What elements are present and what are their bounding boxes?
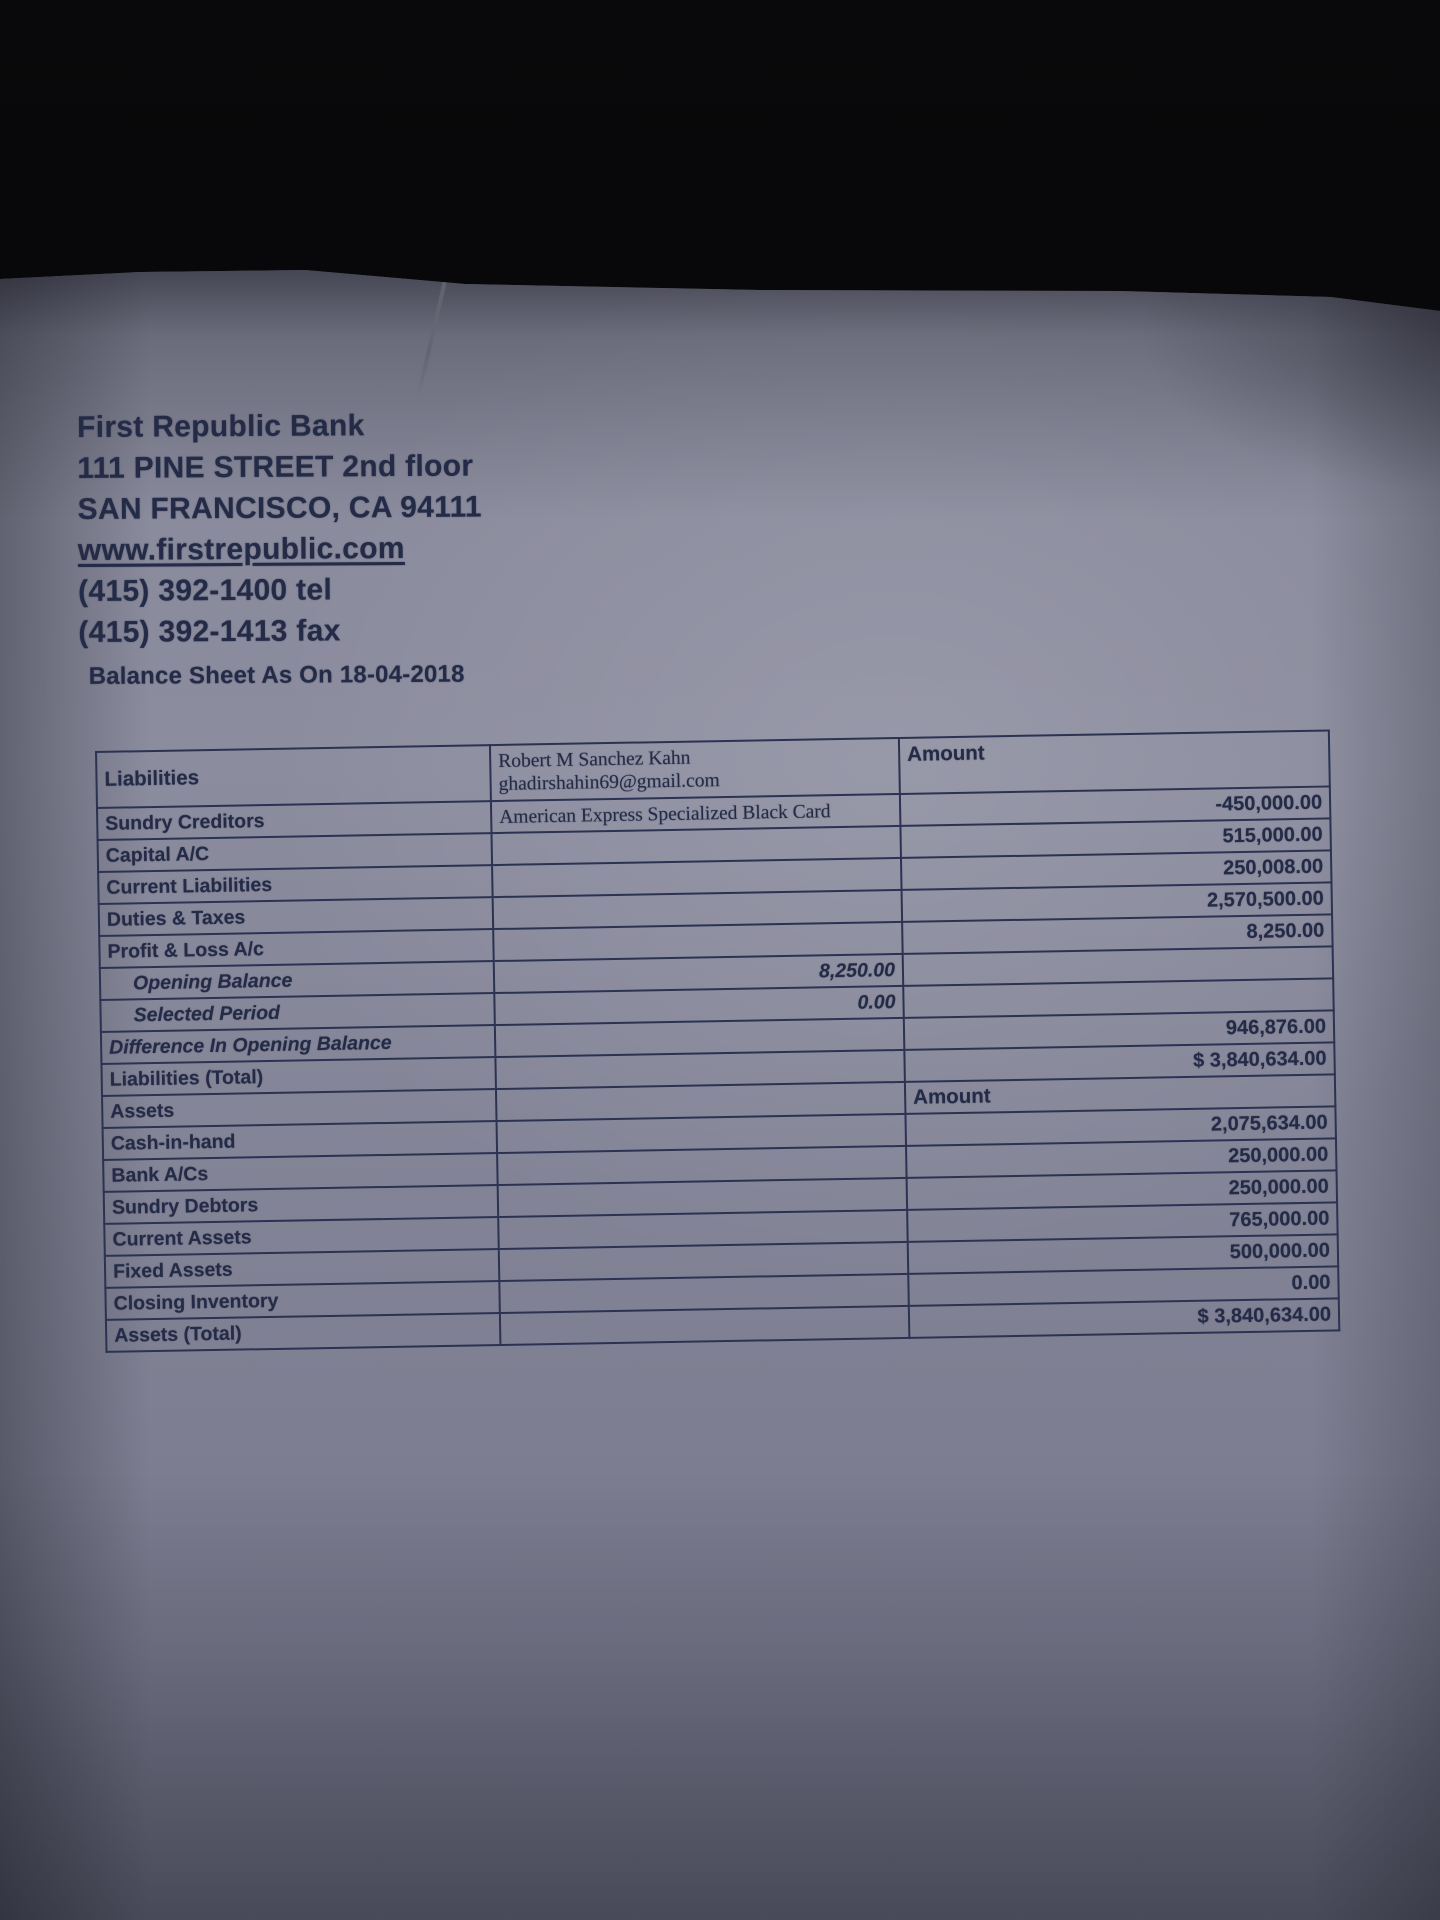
row-detail-cell [499,1305,910,1346]
account-holder-cell: Robert M Sanchez Kahn ghadirshahin69@gma… [489,737,900,802]
balance-sheet-table: Liabilities Robert M Sanchez Kahn ghadir… [95,729,1340,1352]
amount-header-cell: Amount [898,730,1330,794]
website-link: www.firstrepublic.com [77,532,405,567]
address-line-2: SAN FRANCISCO, CA 94111 [77,490,482,526]
letterhead: First Republic Bank 111 PINE STREET 2nd … [77,405,483,694]
liabilities-header-cell: Liabilities [96,745,491,808]
report-title: Balance Sheet As On 18-04-2018 [88,660,465,690]
telephone-line: (415) 392-1400 tel [78,573,333,608]
address-line-1: 111 PINE STREET 2nd floor [77,449,474,485]
paper-crease [415,273,449,401]
fax-line: (415) 392-1413 fax [78,614,341,649]
bank-name: First Republic Bank [77,409,365,444]
row-amount-cell: $ 3,840,634.00 [908,1298,1340,1338]
row-label-cell: Assets (Total) [105,1313,501,1352]
